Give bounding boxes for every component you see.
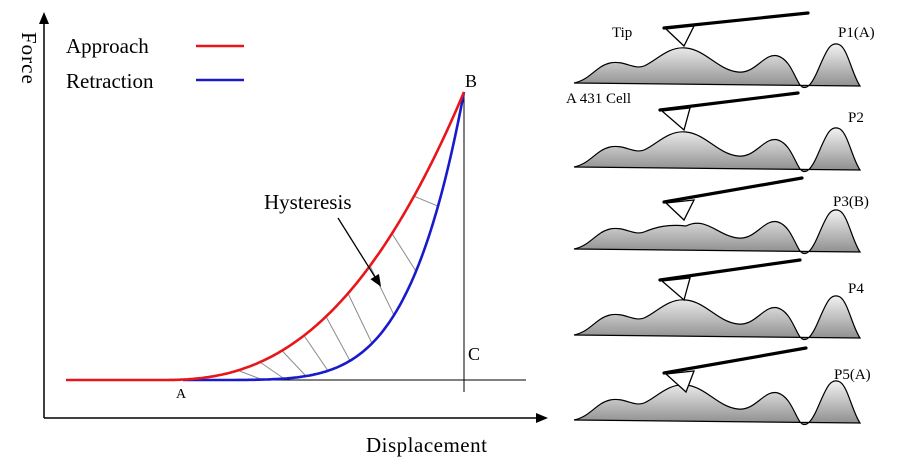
y-axis-label: Force bbox=[17, 32, 41, 85]
afm-tip bbox=[660, 107, 691, 132]
hatch-line bbox=[237, 369, 263, 381]
point-label-a: A bbox=[176, 387, 187, 402]
afm-tip bbox=[664, 199, 696, 222]
hatch-line bbox=[347, 293, 373, 344]
afm-panel-5 bbox=[573, 346, 862, 426]
cell-surface bbox=[573, 380, 862, 426]
panel-label-p2: P2 bbox=[848, 110, 864, 126]
cantilever bbox=[662, 11, 810, 30]
afm-panel-3 bbox=[573, 176, 862, 255]
point-label-c: C bbox=[468, 344, 480, 364]
hatch-line bbox=[303, 335, 329, 372]
afm-panel-4 bbox=[573, 258, 862, 341]
legend-retraction-label: Retraction bbox=[66, 69, 154, 93]
approach-curve bbox=[66, 91, 466, 382]
cantilever bbox=[658, 91, 800, 112]
hatch-line bbox=[413, 195, 439, 207]
panel-label-p1: P1(A) bbox=[838, 25, 875, 41]
panel-label-p5: P5(A) bbox=[834, 367, 871, 383]
x-axis-label: Displacement bbox=[366, 433, 487, 457]
cantilever bbox=[662, 176, 804, 204]
hatch-line bbox=[281, 350, 307, 377]
cantilever bbox=[662, 346, 808, 375]
hatch-line bbox=[259, 361, 285, 380]
cell-surface bbox=[573, 127, 862, 173]
panel-label-p4: P4 bbox=[848, 281, 864, 297]
hatch-line bbox=[325, 316, 351, 362]
afm-tip bbox=[664, 25, 696, 48]
hatch-line bbox=[391, 233, 417, 272]
cell-label: A 431 Cell bbox=[566, 91, 631, 107]
point-label-b: B bbox=[465, 71, 477, 91]
afm-panel-2 bbox=[573, 91, 862, 173]
force-displacement-plot: Force Displacement Approach Retraction A… bbox=[17, 12, 548, 457]
cantilever bbox=[658, 258, 802, 282]
hatch-line bbox=[369, 265, 395, 316]
afm-tip bbox=[660, 277, 691, 302]
cell-surface bbox=[573, 209, 862, 255]
cell-surface bbox=[573, 43, 862, 89]
hysteresis-arrow bbox=[337, 217, 382, 287]
afm-panel-1 bbox=[573, 11, 862, 89]
retraction-curve bbox=[183, 91, 466, 382]
panel-label-p3: P3(B) bbox=[833, 194, 869, 210]
legend-approach-label: Approach bbox=[66, 34, 149, 58]
afm-panels bbox=[573, 11, 862, 426]
hysteresis-label: Hysteresis bbox=[264, 190, 352, 214]
afm-tip bbox=[664, 370, 695, 394]
cell-surface bbox=[573, 295, 862, 341]
tip-label: Tip bbox=[612, 25, 632, 41]
